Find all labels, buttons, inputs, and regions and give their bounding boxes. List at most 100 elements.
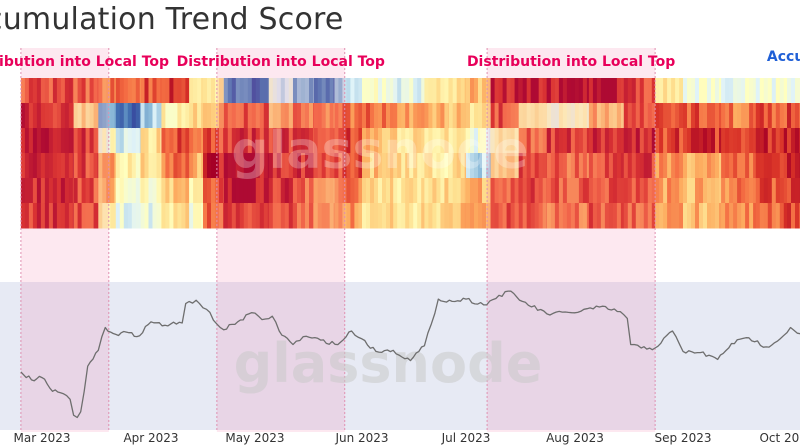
heatmap-cell: [247, 78, 253, 104]
heatmap-cell: [114, 78, 117, 104]
heatmap-cell: [72, 128, 75, 154]
heatmap-cell: [280, 103, 286, 129]
heatmap-cell: [514, 128, 520, 154]
heatmap-cell: [436, 153, 441, 179]
heatmap-cell: [165, 153, 170, 179]
heatmap-cell: [334, 78, 339, 104]
heatmap-cell: [566, 78, 572, 104]
heatmap-cell: [494, 153, 500, 179]
heatmap-cell: [268, 178, 274, 204]
heatmap-cell: [687, 203, 692, 229]
heatmap-segment: [518, 78, 548, 229]
heatmap-cell: [620, 153, 625, 179]
heatmap-cell: [737, 203, 742, 229]
heatmap-cell: [639, 103, 645, 129]
heatmap-cell: [263, 78, 269, 104]
heatmap-cell: [329, 178, 335, 204]
heatmap-cell: [635, 103, 641, 129]
heatmap-cell: [267, 153, 270, 179]
heatmap-cell: [779, 203, 785, 229]
heatmap-cell: [181, 103, 186, 129]
heatmap-cell: [753, 153, 757, 179]
heatmap-cell: [428, 153, 433, 179]
heatmap-cell: [530, 153, 536, 179]
heatmap-cell: [148, 153, 154, 179]
heatmap-cell: [386, 203, 391, 229]
heatmap-cell: [115, 178, 121, 204]
heatmap-cell: [267, 128, 270, 154]
heatmap-cell: [203, 178, 208, 204]
heatmap-cell: [703, 178, 708, 204]
heatmap-cell: [48, 153, 54, 179]
heatmap-cell: [293, 203, 298, 229]
heatmap-cell: [470, 128, 475, 154]
heatmap-cell: [695, 153, 700, 179]
heatmap-cell: [333, 153, 335, 179]
heatmap-cell: [231, 103, 237, 129]
heatmap-cell: [139, 153, 141, 179]
heatmap-cell: [401, 128, 406, 154]
heatmap-cell: [40, 128, 46, 154]
heatmap-cell: [52, 78, 58, 104]
heatmap-cell: [482, 128, 487, 154]
heatmap-cell: [85, 78, 91, 104]
heatmap-cell: [401, 178, 406, 204]
heatmap-cell: [239, 103, 245, 129]
heatmap-cell: [165, 178, 170, 204]
heatmap-cell: [703, 128, 708, 154]
heatmap-cell: [28, 78, 34, 104]
heatmap-cell: [325, 103, 331, 129]
heatmap-cell: [81, 153, 87, 179]
heatmap-cell: [293, 178, 298, 204]
heatmap-cell: [745, 103, 750, 129]
heatmap-cell: [474, 78, 479, 104]
heatmap-cell: [464, 128, 467, 154]
heatmap-cell: [683, 78, 688, 104]
heatmap-cell: [725, 78, 730, 104]
heatmap-cell: [358, 178, 363, 204]
heatmap-cell: [211, 128, 216, 154]
heatmap-cell: [181, 153, 186, 179]
heatmap-cell: [417, 103, 422, 129]
heatmap-cell: [534, 128, 540, 154]
heatmap-cell: [40, 153, 46, 179]
heatmap-cell: [313, 103, 315, 129]
heatmap-cell: [313, 78, 315, 104]
heatmap-cell: [325, 178, 331, 204]
heatmap-cell: [679, 203, 684, 229]
heatmap-cell: [733, 128, 738, 154]
heatmap-cell: [616, 203, 622, 229]
heatmap-cell: [255, 78, 261, 104]
heatmap-cell: [627, 128, 633, 154]
heatmap-cell: [313, 153, 319, 179]
heatmap-cell: [582, 128, 588, 154]
heatmap-cell: [276, 203, 282, 229]
heatmap-segment: [466, 78, 492, 229]
heatmap-cell: [173, 203, 178, 229]
heatmap-cell: [612, 103, 618, 129]
heatmap-cell: [161, 178, 166, 204]
heatmap-cell: [679, 103, 684, 129]
heatmap-cell: [643, 103, 649, 129]
heatmap-cell: [631, 178, 637, 204]
heatmap-cell: [424, 153, 429, 179]
heatmap-cell: [317, 153, 323, 179]
heatmap-cell: [729, 103, 734, 129]
heatmap-cell: [526, 203, 532, 229]
watermarks: glassnode glassnode: [231, 121, 542, 395]
heatmap-cell: [127, 128, 133, 154]
heatmap-cell: [201, 128, 204, 154]
heatmap-cell: [259, 78, 265, 104]
heatmap-cell: [494, 128, 500, 154]
heatmap-cell: [550, 78, 556, 104]
heatmap-cell: [350, 103, 355, 129]
heatmap-cell: [490, 178, 496, 204]
heatmap-cell: [68, 128, 74, 154]
heatmap-cell: [276, 78, 282, 104]
heatmap-cell: [131, 153, 137, 179]
heatmap-cell: [546, 78, 552, 104]
heatmap-cell: [627, 203, 633, 229]
heatmap-cell: [729, 153, 734, 179]
heatmap-cell: [201, 103, 204, 129]
heatmap-cell: [227, 178, 233, 204]
